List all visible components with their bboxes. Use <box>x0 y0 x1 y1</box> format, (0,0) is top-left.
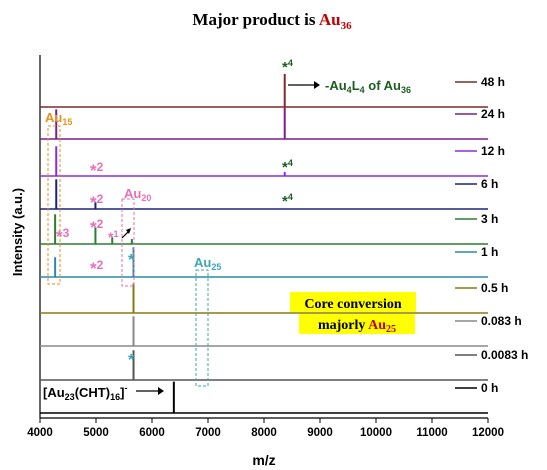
blue-star-b: * <box>128 352 135 369</box>
x-tick-label: 12000 <box>472 427 504 439</box>
legend-label: 3 h <box>481 212 498 226</box>
star2-a: *2 <box>90 160 104 180</box>
star2-c: *2 <box>90 217 104 237</box>
x-tick-label: 8000 <box>251 427 277 439</box>
x-tick-label: 10000 <box>360 427 392 439</box>
au20-label: Au20 <box>124 186 151 203</box>
au20-box <box>121 198 135 287</box>
x-tick-label: 6000 <box>139 427 165 439</box>
au15-box <box>47 125 61 285</box>
star4-low: *4 <box>282 192 293 210</box>
star2-b: *2 <box>90 192 104 212</box>
blue-star-a: * <box>128 252 135 269</box>
x-tick-label: 11000 <box>416 427 447 439</box>
x-tick-label: 5000 <box>83 427 109 439</box>
x-tick-label: 4000 <box>27 427 53 439</box>
legend-label: 48 h <box>481 75 505 89</box>
star1-arrow-head <box>126 228 131 234</box>
x-axis-label: m/z <box>252 452 275 468</box>
legend-label: 0.0083 h <box>481 348 528 362</box>
star4-mid: *4 <box>282 158 293 176</box>
legend-label: 6 h <box>481 177 498 191</box>
y-axis-label: Intensity (a.u.) <box>10 188 25 276</box>
au15-label: Au15 <box>45 110 72 127</box>
star2-d: *2 <box>90 258 104 278</box>
legend-label: 12 h <box>481 144 505 158</box>
star4-top: *4 <box>282 58 293 76</box>
x-ticks: 4000 5000 6000 7000 8000 9000 10000 11000 12000 <box>27 418 504 439</box>
au23-label: [Au23(CHT)16]- <box>43 383 127 402</box>
chart-title: Major product is Au36 <box>192 10 352 32</box>
star1: *1 <box>108 229 118 245</box>
legend-label: 1 h <box>481 245 498 259</box>
x-tick-label: 7000 <box>195 427 221 439</box>
x-tick-label: 9000 <box>307 427 333 439</box>
star3: *3 <box>56 226 70 246</box>
core-conversion-line1: Core conversion <box>304 297 402 312</box>
core-highlight-1 <box>290 292 416 312</box>
legend-label: 24 h <box>481 107 505 121</box>
loss-arrow-head <box>314 81 320 89</box>
legend-label: 0.5 h <box>481 281 508 295</box>
core-conversion-line2: majorly Au25 <box>318 318 396 335</box>
legend-label: 0 h <box>481 381 498 395</box>
au23-arrow-head <box>158 387 164 395</box>
au25-box <box>195 269 209 387</box>
legend: 48 h 24 h 12 h 6 h 3 h 1 h 0.5 h 0.083 h 0.0083 … <box>455 75 528 395</box>
au25-label: Au25 <box>194 255 221 272</box>
loss-label: -Au4L4 of Au36 <box>325 78 411 95</box>
traces <box>40 74 488 414</box>
legend-label: 0.083 h <box>481 314 522 328</box>
core-highlight-2 <box>299 314 415 334</box>
